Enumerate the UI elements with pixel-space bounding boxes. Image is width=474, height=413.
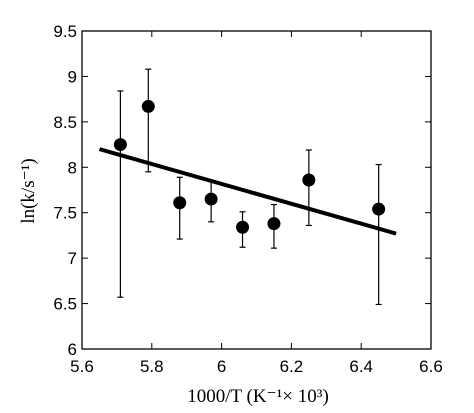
data-point <box>204 192 218 206</box>
x-tick-label: 6.4 <box>349 357 373 376</box>
y-tick-label: 7 <box>68 249 77 268</box>
data-point <box>113 138 127 152</box>
fit-line <box>98 147 397 236</box>
y-tick-label: 7.5 <box>53 204 77 223</box>
plot-frame <box>81 30 432 350</box>
data-point <box>236 220 250 234</box>
x-tick-label: 5.8 <box>140 357 164 376</box>
y-tick-label: 8 <box>68 158 77 177</box>
y-tick-label: 9.5 <box>53 22 77 41</box>
x-tick-label: 5.6 <box>70 357 94 376</box>
y-tick-label: 9 <box>68 67 77 86</box>
axis-ticks: 5.6 5.8 6 6.2 6.4 6.6 6 6.5 7 7.5 8 8.5 9 9.5 <box>53 22 442 376</box>
data-point <box>372 202 386 216</box>
data-point <box>141 99 155 113</box>
data-point <box>267 217 281 231</box>
y-tick-label: 6.5 <box>53 295 77 314</box>
x-tick-label: 6.2 <box>280 357 304 376</box>
data-point <box>302 173 316 187</box>
x-tick-label: 6 <box>217 357 226 376</box>
x-axis-label: 1000/T (K⁻¹× 10³) <box>187 386 329 407</box>
y-tick-label: 6 <box>68 340 77 359</box>
y-tick-label: 8.5 <box>53 113 77 132</box>
y-axis-label: ln(k/s⁻¹) <box>18 158 39 223</box>
plot-marks <box>98 68 397 306</box>
data-point <box>173 196 187 210</box>
x-tick-label: 6.6 <box>419 357 443 376</box>
